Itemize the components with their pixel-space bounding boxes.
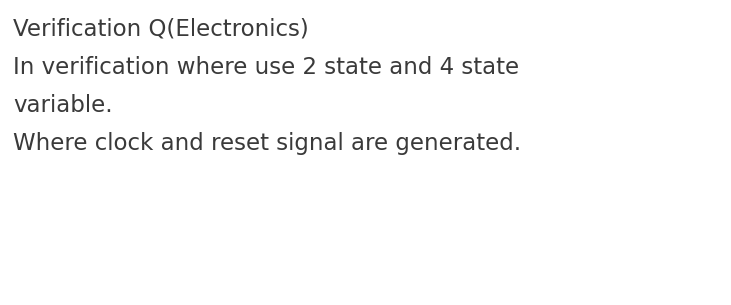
Text: In verification where use 2 state and 4 state: In verification where use 2 state and 4 … [13, 56, 519, 79]
Text: variable.: variable. [13, 94, 113, 117]
Text: Verification Q(Electronics): Verification Q(Electronics) [13, 18, 308, 41]
Text: Where clock and reset signal are generated.: Where clock and reset signal are generat… [13, 132, 521, 155]
